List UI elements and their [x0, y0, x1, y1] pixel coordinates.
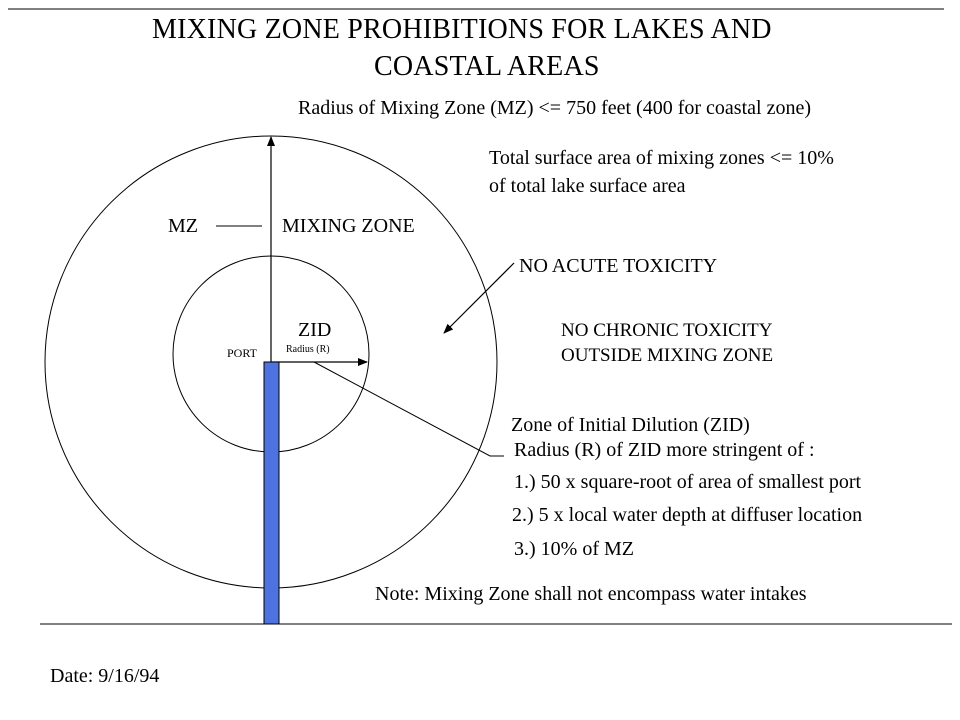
surface-area-line-2: of total lake surface area: [489, 175, 686, 197]
no-chronic-line-2: OUTSIDE MIXING ZONE: [561, 345, 774, 366]
radius-mz-label: Radius of Mixing Zone (MZ) <= 750 feet (…: [298, 97, 811, 119]
surface-area-line-1: Total surface area of mixing zones <= 10…: [489, 147, 834, 169]
zid-radius-criteria-heading: Radius (R) of ZID more stringent of :: [514, 439, 815, 461]
criteria-1: 1.) 50 x square-root of area of smallest…: [514, 471, 862, 493]
no-acute-toxicity-label: NO ACUTE TOXICITY: [519, 255, 718, 277]
zid-full-label: Zone of Initial Dilution (ZID): [511, 414, 750, 436]
zid-radius-label: Radius (R): [286, 344, 330, 355]
mz-label: MZ: [168, 215, 198, 237]
note-label: Note: Mixing Zone shall not encompass wa…: [375, 583, 807, 605]
title-line-1: MIXING ZONE PROHIBITIONS FOR LAKES AND: [152, 14, 772, 45]
date-label: Date: 9/16/94: [50, 665, 160, 687]
no-chronic-line-1: NO CHRONIC TOXICITY: [561, 320, 773, 341]
diffuser-pipe: [263, 361, 280, 625]
criteria-2: 2.) 5 x local water depth at diffuser lo…: [512, 504, 863, 526]
no-acute-pointer: [443, 262, 515, 334]
port-label: PORT: [227, 346, 257, 360]
zid-callout-leader: [313, 361, 504, 457]
mixing-zone-label: MIXING ZONE: [282, 215, 415, 237]
zid-label: ZID: [298, 319, 332, 341]
title-line-2: COASTAL AREAS: [374, 51, 600, 82]
criteria-3: 3.) 10% of MZ: [514, 538, 634, 560]
